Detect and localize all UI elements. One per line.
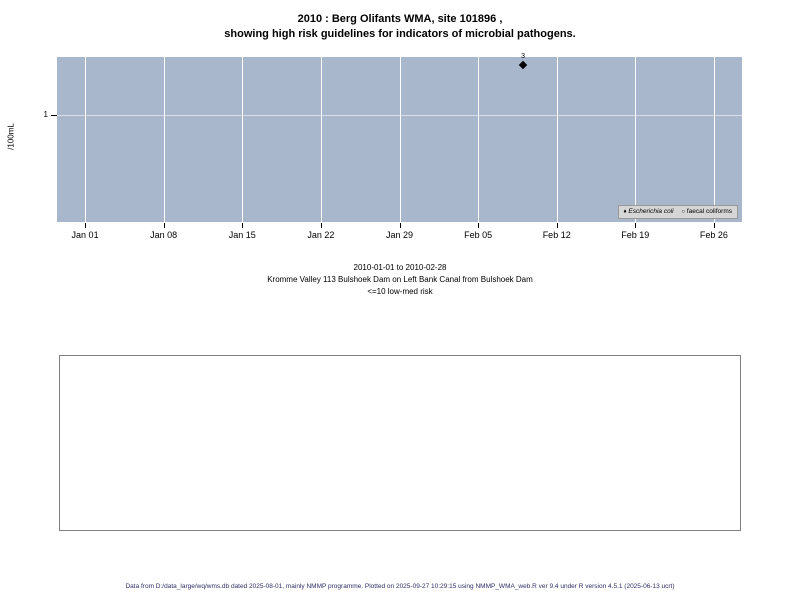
- x-tick-label: Feb 05: [464, 230, 493, 240]
- x-tick-mark: [242, 223, 244, 228]
- chart-title: 2010 : Berg Olifants WMA, site 101896 , …: [0, 12, 800, 42]
- gridline: [163, 57, 165, 222]
- gridline: [713, 57, 715, 222]
- plot-area: 3 ♦ Escherichia coli ○ faecal coliforms: [57, 53, 742, 222]
- open-circle-icon: ○: [681, 209, 686, 215]
- filled-diamond-icon: ♦: [623, 209, 627, 215]
- x-tick-label: Jan 15: [228, 230, 256, 240]
- caption: 2010-01-01 to 2010-02-28 Kromme Valley 1…: [0, 262, 800, 298]
- footer-provenance-text: Data from D:/data_large/wq/wms.db dated …: [125, 583, 675, 590]
- x-tick-label: Feb 26: [699, 230, 728, 240]
- x-tick-mark: [320, 223, 322, 228]
- x-tick-mark: [85, 223, 87, 228]
- legend-label-faecal-coliforms: faecal coliforms: [686, 208, 732, 215]
- gridline: [556, 57, 558, 222]
- gridline: [399, 57, 401, 222]
- legend-item-ecoli: ♦ Escherichia coli: [624, 208, 674, 215]
- gridline: [85, 57, 87, 222]
- gridline: [478, 57, 480, 222]
- x-tick-label: Feb 19: [621, 230, 650, 240]
- caption-risk-note: <=10 low-med risk: [367, 287, 433, 296]
- chart-title-line2: showing high risk guidelines for indicat…: [224, 28, 576, 40]
- y-tick-label: 1: [43, 110, 48, 119]
- chart-title-line1: 2010 : Berg Olifants WMA, site 101896 ,: [297, 13, 503, 25]
- gridline: [635, 57, 637, 222]
- x-tick-label: Jan 29: [385, 230, 414, 240]
- y-tick-mark: [51, 115, 57, 116]
- data-point-label: 3: [521, 52, 525, 60]
- legend: ♦ Escherichia coli ○ faecal coliforms: [617, 205, 738, 219]
- x-tick-label: Feb 12: [542, 230, 571, 240]
- x-tick-label: Jan 08: [150, 230, 178, 240]
- gridline-horizontal: [57, 115, 742, 116]
- x-tick-mark: [399, 223, 401, 228]
- gridline: [242, 57, 244, 222]
- y-axis-label: /100mL: [6, 123, 16, 150]
- x-tick-mark: [556, 223, 558, 228]
- x-tick-label: Jan 22: [307, 230, 335, 240]
- x-axis: Jan 01 Jan 08 Jan 15 Jan 22 Jan 29 Feb 05 Feb …: [57, 222, 742, 244]
- x-tick-mark: [635, 223, 637, 228]
- x-tick-label: Jan 01: [71, 230, 99, 240]
- empty-second-panel: [59, 355, 741, 531]
- data-point-diamond-icon: [518, 60, 528, 70]
- x-tick-mark: [478, 223, 480, 228]
- x-tick-mark: [713, 223, 715, 228]
- legend-label-ecoli: Escherichia coli: [628, 208, 674, 215]
- x-tick-mark: [163, 223, 165, 228]
- caption-site-description: Kromme Valley 113 Bulshoek Dam on Left B…: [267, 275, 533, 284]
- gridline: [320, 57, 322, 222]
- legend-item-faecal-coliforms: ○ faecal coliforms: [681, 208, 732, 215]
- caption-date-range: 2010-01-01 to 2010-02-28: [353, 263, 447, 272]
